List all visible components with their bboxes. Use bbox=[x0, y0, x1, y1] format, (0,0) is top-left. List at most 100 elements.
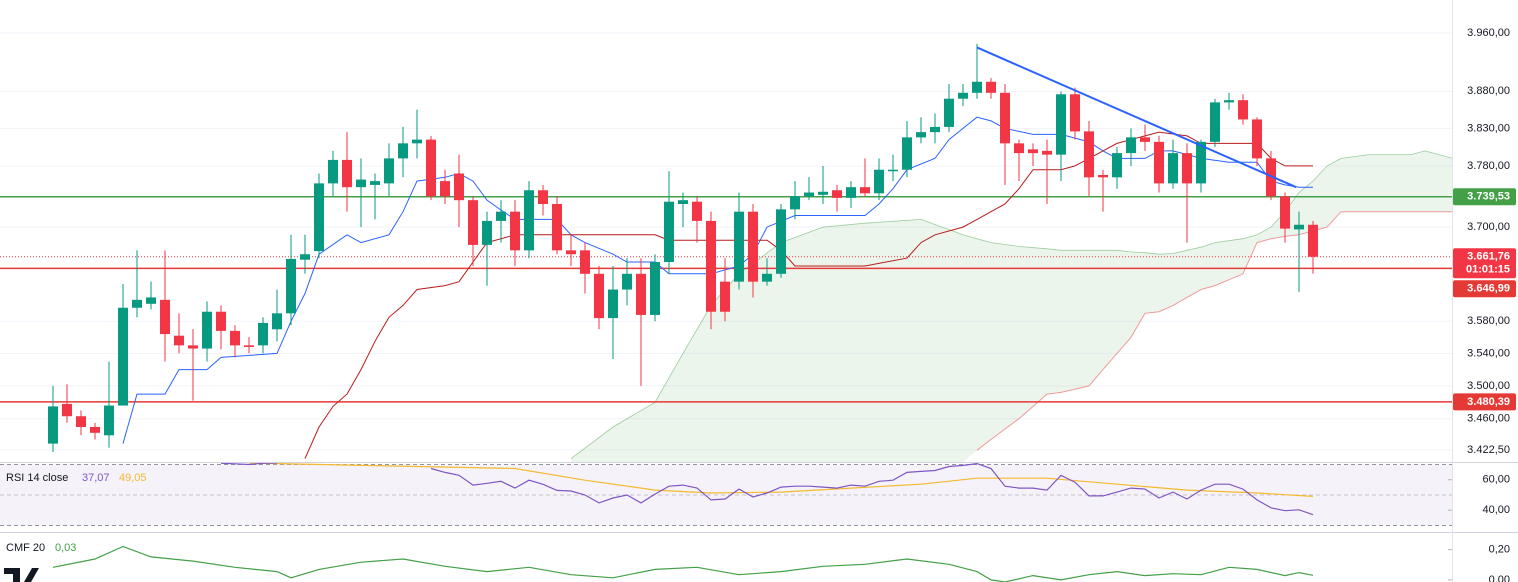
rsi-tick-label: 40,00 bbox=[1482, 504, 1510, 516]
candle-body bbox=[818, 191, 828, 195]
y-tick-label: 3.500,00 bbox=[1467, 380, 1510, 392]
candle-body bbox=[762, 273, 772, 282]
candle-body bbox=[258, 322, 268, 346]
candle-body bbox=[580, 250, 590, 274]
level-tag bbox=[1453, 393, 1516, 411]
price-panel bbox=[0, 43, 1452, 462]
candle-body bbox=[1028, 149, 1038, 154]
candle-body bbox=[146, 297, 156, 304]
last-price-label: 3.661,76 bbox=[1467, 251, 1510, 263]
candle-body bbox=[482, 220, 492, 245]
candle-body bbox=[958, 92, 968, 99]
y-tick-label: 3.422,50 bbox=[1467, 444, 1510, 456]
candle-body bbox=[398, 143, 408, 159]
candle-body bbox=[1182, 153, 1192, 184]
rsi-legend-value: 37,07 bbox=[82, 472, 110, 484]
candle-body bbox=[132, 299, 142, 308]
candle-body bbox=[1112, 153, 1122, 178]
y-tick-label: 3.960,00 bbox=[1467, 27, 1510, 39]
candle-body bbox=[300, 254, 310, 260]
cmf-tick-label: 0,00 bbox=[1489, 574, 1510, 582]
candle-body bbox=[552, 203, 562, 251]
candle-body bbox=[846, 187, 856, 198]
rsi-band bbox=[0, 464, 1452, 526]
candle-body bbox=[874, 169, 884, 194]
candle-body bbox=[1098, 175, 1108, 178]
candle-body bbox=[1014, 143, 1024, 154]
candle-body bbox=[216, 311, 226, 331]
candle-body bbox=[720, 281, 730, 312]
candle-body bbox=[888, 169, 898, 172]
candle-body bbox=[454, 173, 464, 201]
y-tick-label: 3.460,00 bbox=[1467, 413, 1510, 425]
candle-body bbox=[174, 335, 184, 346]
candle-body bbox=[1294, 224, 1304, 230]
candle-body bbox=[678, 200, 688, 204]
cmf-line bbox=[52, 545, 1314, 582]
y-tick-label: 3.830,00 bbox=[1467, 122, 1510, 134]
candle-body bbox=[566, 250, 576, 255]
candle-body bbox=[636, 273, 646, 315]
candle-body bbox=[468, 200, 478, 245]
candle-body bbox=[426, 139, 436, 197]
rsi-ma-legend-value: 49,05 bbox=[119, 472, 147, 484]
trend-line bbox=[976, 46, 1297, 189]
indicator-line bbox=[304, 131, 1313, 459]
cmf-tick-label: 0,20 bbox=[1489, 544, 1510, 556]
candle-body bbox=[776, 209, 786, 274]
candle-body bbox=[1252, 119, 1262, 159]
candle-body bbox=[104, 405, 114, 436]
logo bbox=[4, 568, 39, 582]
candle-body bbox=[1238, 100, 1248, 120]
y-tick-label: 3.780,00 bbox=[1467, 160, 1510, 172]
candle-body bbox=[692, 201, 702, 221]
countdown-label: 01:01:15 bbox=[1466, 264, 1510, 276]
candle-body bbox=[90, 426, 100, 433]
candle-body bbox=[664, 201, 674, 263]
candle-body bbox=[314, 183, 324, 252]
rsi-line bbox=[220, 463, 1314, 516]
candle-body bbox=[1056, 94, 1066, 155]
candle-body bbox=[790, 196, 800, 210]
cmf-panel bbox=[52, 545, 1452, 582]
candle-body bbox=[650, 262, 660, 315]
candle-body bbox=[538, 190, 548, 204]
last-price-tag bbox=[1453, 248, 1516, 279]
candle-body bbox=[944, 98, 954, 127]
candle-body bbox=[1308, 224, 1318, 257]
candle-body bbox=[1126, 137, 1136, 154]
cmf-legend-value: 0,03 bbox=[55, 542, 76, 554]
level-tag-label: 3.646,99 bbox=[1467, 283, 1510, 295]
candle-body bbox=[902, 137, 912, 170]
candle-body bbox=[930, 126, 940, 133]
candle-body bbox=[118, 307, 128, 406]
y-tick-label: 3.540,00 bbox=[1467, 347, 1510, 359]
y-tick-label: 3.700,00 bbox=[1467, 221, 1510, 233]
candle-body bbox=[1280, 196, 1290, 229]
candle-body bbox=[384, 158, 394, 184]
candle-body bbox=[1168, 153, 1178, 184]
candle-body bbox=[48, 406, 58, 444]
cloud-fill bbox=[571, 150, 1452, 462]
candle-body bbox=[62, 403, 72, 417]
candle-body bbox=[342, 159, 352, 188]
cloud-span-a bbox=[570, 150, 1452, 459]
candle-body bbox=[160, 299, 170, 335]
candle-body bbox=[1070, 94, 1080, 132]
rsi-legend-label: RSI 14 close bbox=[6, 472, 68, 484]
level-tag-label: 3.739,53 bbox=[1467, 191, 1510, 203]
candle-body bbox=[510, 211, 520, 251]
candle-body bbox=[986, 81, 996, 93]
candle-body bbox=[76, 416, 86, 427]
candle-body bbox=[188, 345, 198, 349]
candle-body bbox=[706, 220, 716, 312]
candle-body bbox=[244, 345, 254, 347]
candle-body bbox=[734, 211, 744, 282]
candle-body bbox=[748, 211, 758, 282]
candle-body bbox=[860, 187, 870, 194]
grid bbox=[0, 32, 1452, 451]
candle-body bbox=[608, 289, 618, 319]
candle-body bbox=[1266, 158, 1276, 197]
